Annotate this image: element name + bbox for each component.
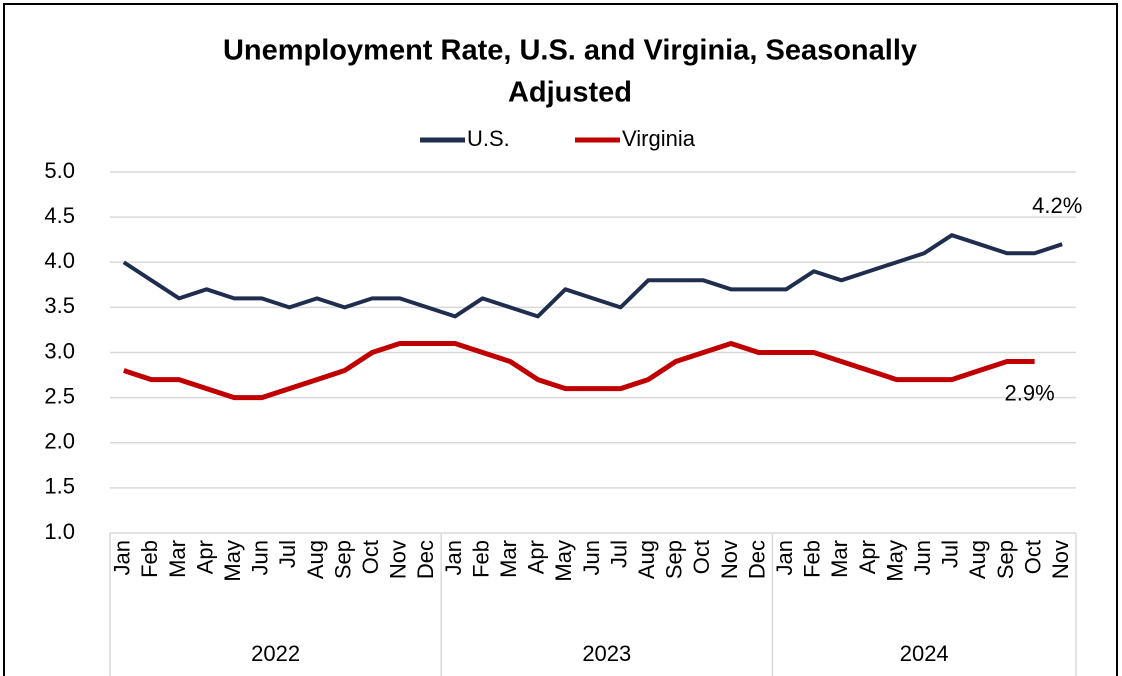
x-group-label: 2024 <box>900 641 949 666</box>
x-tick-label: Jan <box>441 540 466 575</box>
legend-label: U.S. <box>467 126 510 151</box>
x-tick-label: May <box>220 540 245 582</box>
x-tick-label: Feb <box>137 540 162 578</box>
y-tick-label: 1.0 <box>44 519 75 544</box>
data-label: 4.2% <box>1032 193 1082 218</box>
x-tick-label: Jan <box>772 540 797 575</box>
y-tick-label: 4.5 <box>44 203 75 228</box>
x-group-label: 2023 <box>582 641 631 666</box>
x-tick-label: Jul <box>938 540 963 568</box>
x-tick-label: Mar <box>827 540 852 578</box>
x-tick-label: Oct <box>689 540 714 574</box>
chart-border <box>3 3 1118 676</box>
x-tick-label: Sep <box>993 540 1018 579</box>
x-tick-label: Jan <box>110 540 135 575</box>
x-tick-label: Mar <box>165 540 190 578</box>
chart-title: Unemployment Rate, U.S. and Virginia, Se… <box>223 35 917 67</box>
series-line <box>122 233 1063 319</box>
x-tick-label: May <box>882 540 907 582</box>
x-tick-label: Aug <box>965 540 990 579</box>
x-tick-label: Nov <box>386 540 411 579</box>
x-tick-label: May <box>551 540 576 582</box>
x-tick-label: Nov <box>1048 540 1073 579</box>
x-tick-label: Jul <box>275 540 300 568</box>
y-tick-label: 3.0 <box>44 338 75 363</box>
series-line <box>123 340 1035 401</box>
y-tick-label: 1.5 <box>44 474 75 499</box>
y-tick-label: 2.0 <box>44 429 75 454</box>
x-tick-label: Nov <box>717 540 742 579</box>
x-tick-label: Jun <box>248 540 273 575</box>
legend-label: Virginia <box>622 126 696 151</box>
x-tick-label: Dec <box>744 540 769 579</box>
data-label: 2.9% <box>1005 380 1055 405</box>
x-tick-label: Apr <box>192 540 217 574</box>
x-group-label: 2022 <box>251 641 300 666</box>
x-tick-label: Sep <box>662 540 687 579</box>
x-tick-label: Apr <box>855 540 880 574</box>
y-tick-label: 2.5 <box>44 383 75 408</box>
x-tick-label: Feb <box>800 540 825 578</box>
x-tick-label: Oct <box>1020 540 1045 574</box>
y-tick-label: 5.0 <box>44 158 75 183</box>
x-tick-label: Feb <box>468 540 493 578</box>
x-tick-label: Sep <box>330 540 355 579</box>
x-tick-label: Oct <box>358 540 383 574</box>
x-tick-label: Jun <box>579 540 604 575</box>
x-tick-label: Jun <box>910 540 935 575</box>
y-tick-label: 4.0 <box>44 248 75 273</box>
y-tick-label: 3.5 <box>44 293 75 318</box>
chart-title: Adjusted <box>508 77 632 109</box>
x-tick-label: Jul <box>606 540 631 568</box>
x-tick-label: Apr <box>524 540 549 574</box>
x-tick-label: Dec <box>413 540 438 579</box>
x-tick-label: Mar <box>496 540 521 578</box>
x-tick-label: Aug <box>634 540 659 579</box>
x-tick-label: Aug <box>303 540 328 579</box>
